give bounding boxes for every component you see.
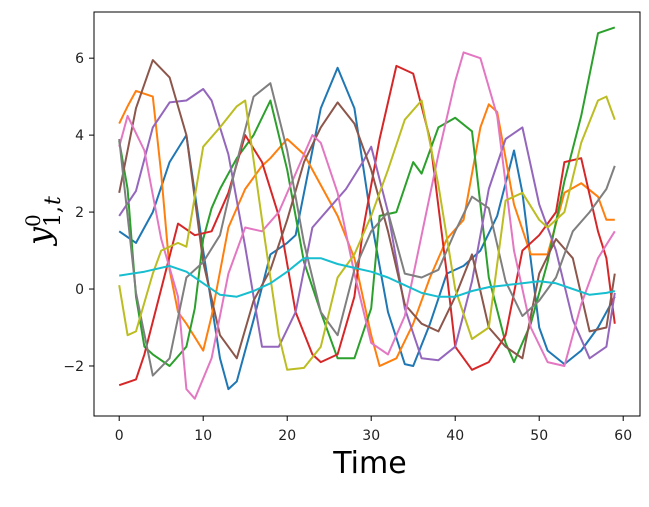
y-tick-label: 6	[75, 51, 84, 67]
y-axis-title-subscript-index: 1,	[41, 206, 66, 227]
x-tick-label: 0	[115, 428, 124, 444]
series-line-8	[118, 82, 616, 377]
x-tick-label: 30	[362, 428, 380, 444]
x-tick-label: 40	[446, 428, 464, 444]
x-tick-label: 20	[278, 428, 296, 444]
x-tick-label: 60	[614, 428, 632, 444]
plot-frame	[93, 11, 641, 417]
y-tick-label: −2	[63, 359, 84, 375]
y-axis-title-subscript-var: t	[41, 196, 66, 205]
y-axis-title: y 0 1, t	[20, 196, 66, 247]
y-tick-label: 0	[75, 282, 84, 298]
series-line-1	[118, 66, 616, 391]
y-axis-title-superscript: 0	[21, 214, 45, 227]
x-tick-label: 10	[194, 428, 212, 444]
y-axis-title-base: y	[20, 226, 58, 247]
series-line-2	[118, 89, 615, 367]
y-tick-label: 4	[75, 128, 84, 144]
y-tick-label: 2	[75, 205, 84, 221]
x-axis-title: Time	[332, 446, 406, 481]
x-tick-label: 50	[530, 428, 548, 444]
series-line-10	[119, 257, 616, 298]
series-line-5	[118, 88, 616, 362]
ticks-layer: 0 10 20 30 40 50 60 −2 0 2 4 6	[63, 51, 632, 444]
series-line-4	[118, 64, 616, 387]
series-line-9	[118, 95, 616, 371]
series-layer	[118, 26, 616, 400]
